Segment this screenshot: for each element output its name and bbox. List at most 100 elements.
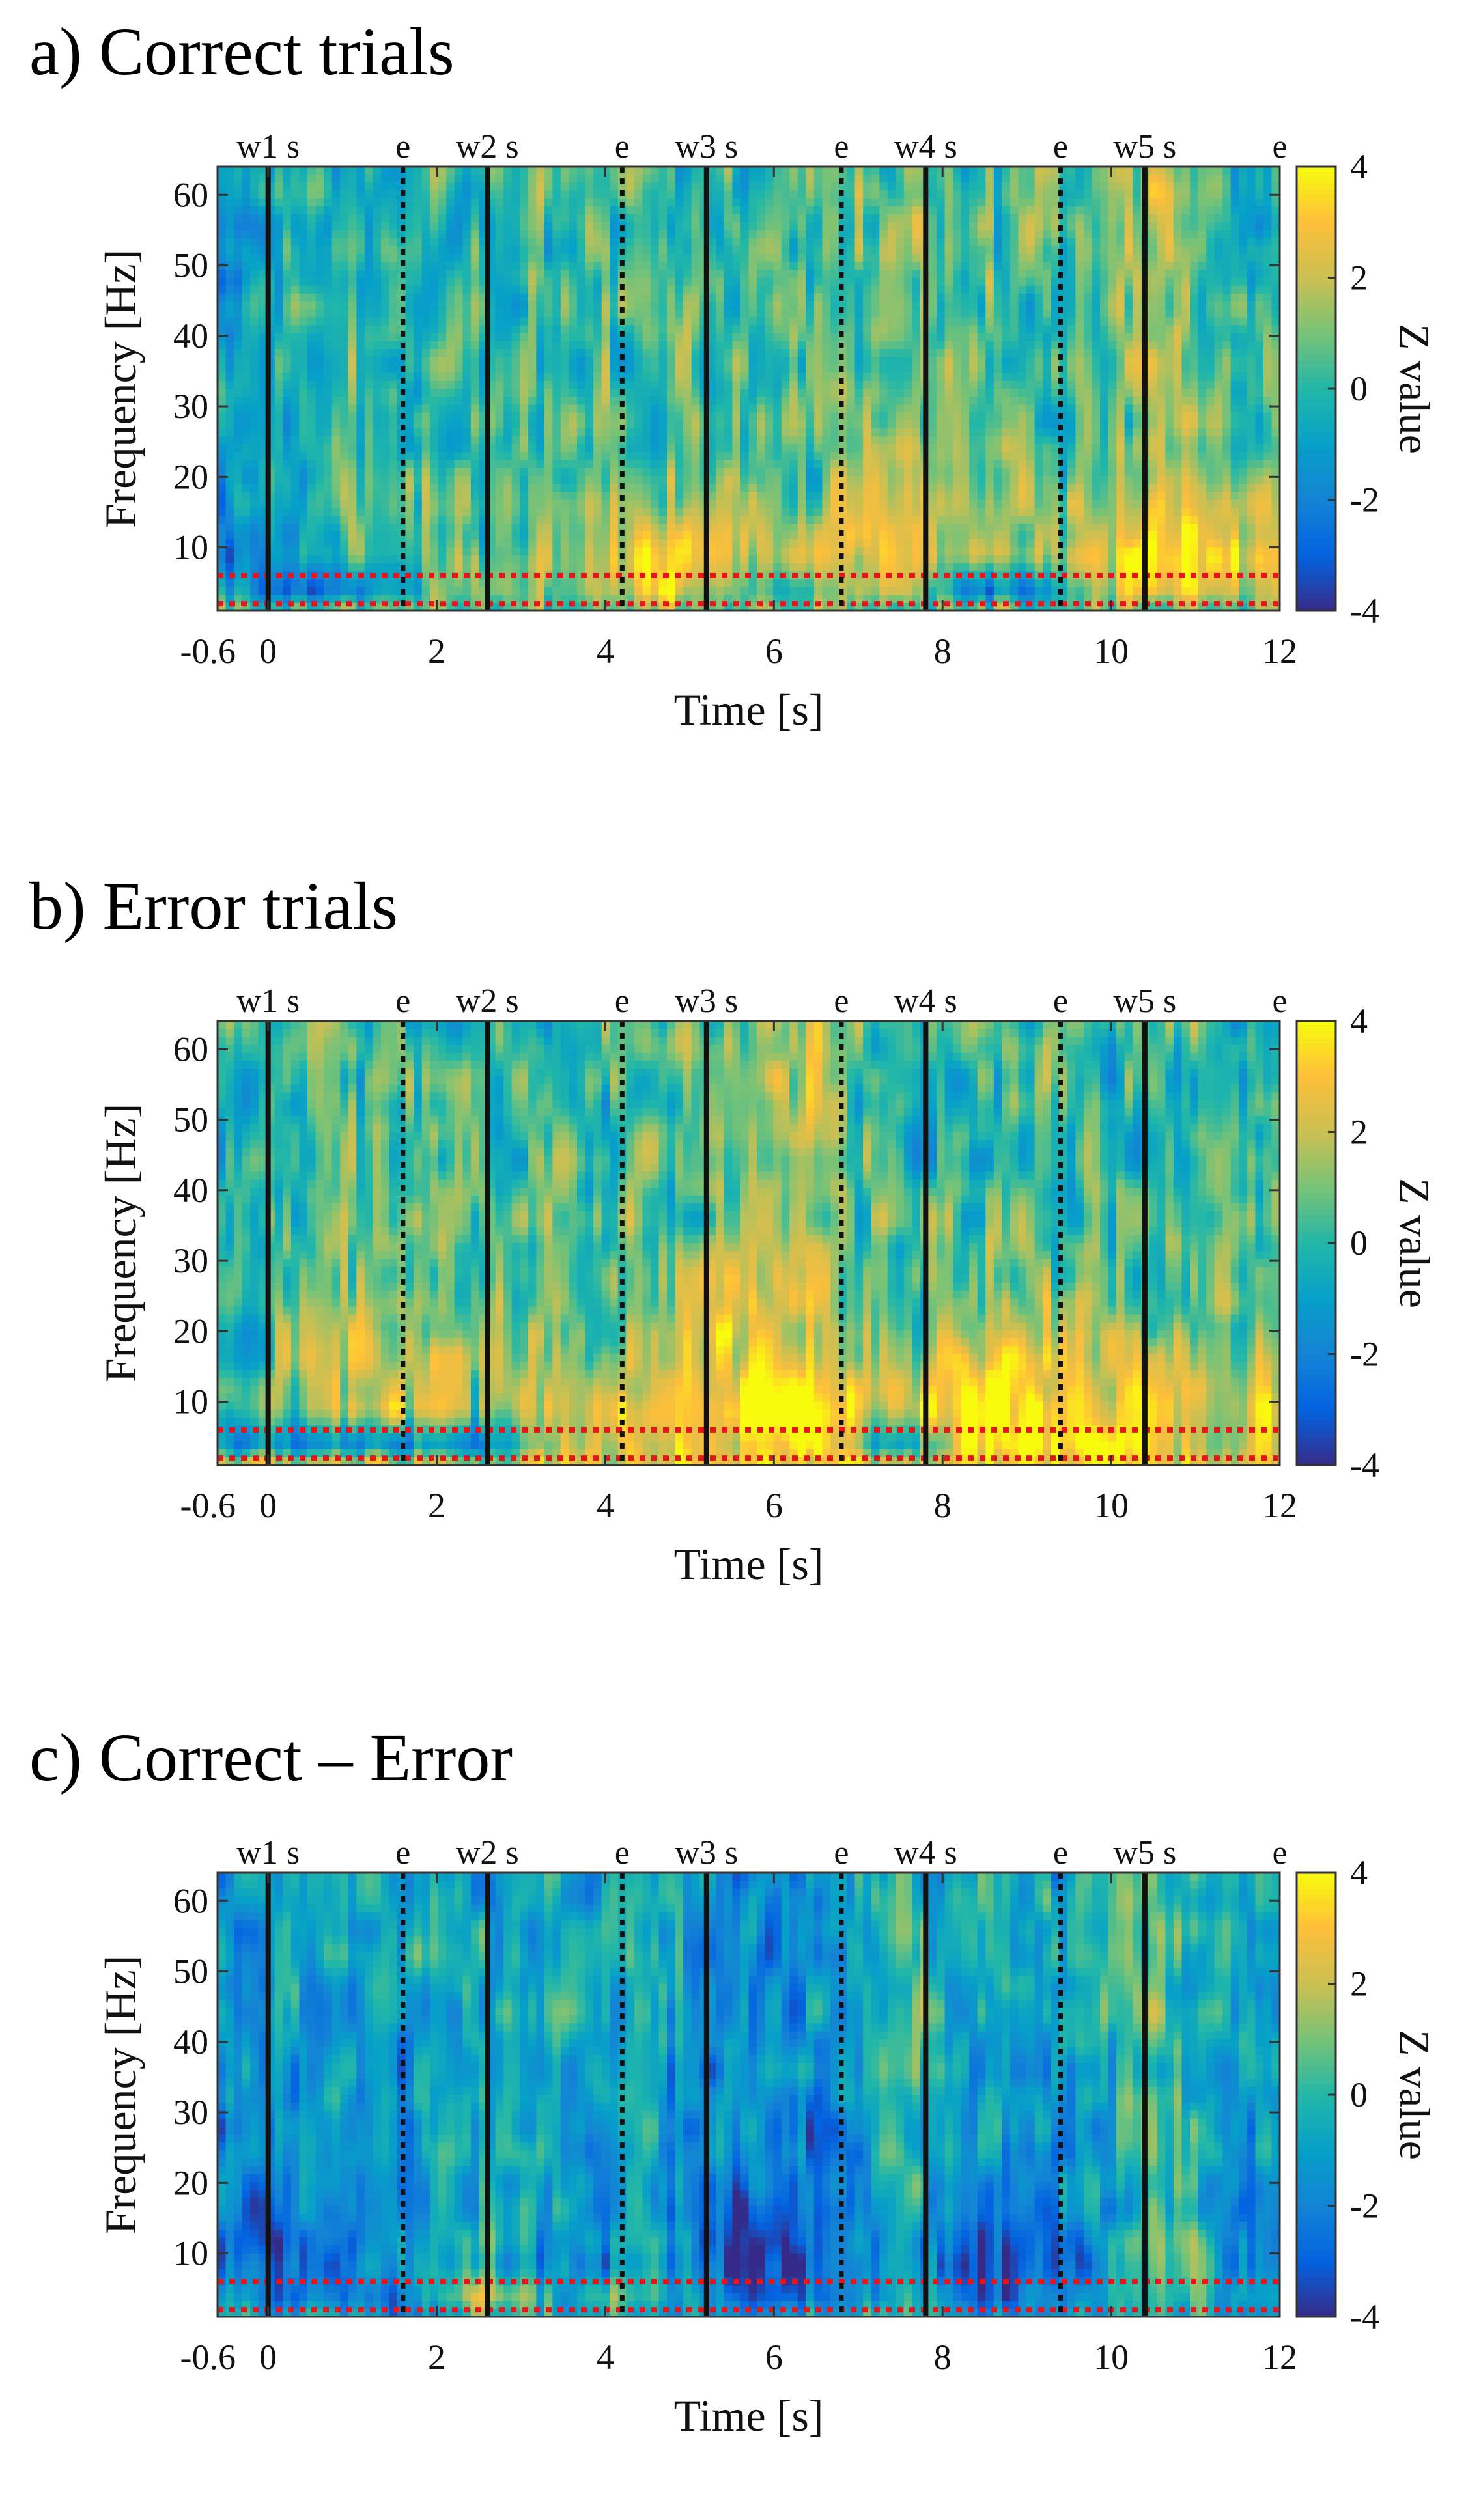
heatmap-cell: [340, 341, 349, 350]
heatmap-cell: [1190, 214, 1199, 223]
heatmap-cell: [331, 206, 341, 215]
heatmap-cell: [414, 293, 423, 302]
heatmap-cell: [928, 460, 937, 469]
heatmap-cell: [691, 214, 700, 223]
heatmap-cell: [1157, 460, 1166, 469]
heatmap-cell: [593, 412, 602, 421]
heatmap-cell: [1230, 420, 1239, 429]
heatmap-cell: [887, 245, 897, 255]
heatmap-cell: [1181, 412, 1191, 421]
heatmap-cell: [299, 372, 308, 382]
heatmap-cell: [299, 389, 308, 397]
heatmap-cell: [520, 317, 529, 326]
heatmap-cell: [560, 420, 570, 429]
heatmap-cell: [1051, 230, 1060, 239]
heatmap-cell: [462, 428, 472, 437]
heatmap-cell: [626, 452, 635, 461]
heatmap-cell: [1108, 436, 1117, 445]
heatmap-cell: [944, 341, 953, 350]
heatmap-cell: [716, 412, 725, 421]
heatmap-cell: [242, 175, 251, 184]
heatmap-cell: [985, 452, 994, 461]
heatmap-cell: [511, 270, 520, 279]
heatmap-cell: [716, 190, 725, 199]
heatmap-cell: [789, 277, 798, 287]
heatmap-cell: [520, 230, 529, 239]
heatmap-cell: [969, 270, 978, 279]
heatmap-cell: [552, 420, 561, 429]
heatmap-cell: [234, 245, 243, 255]
heatmap-cell: [331, 317, 341, 326]
heatmap-cell: [683, 206, 692, 215]
heatmap-cell: [258, 230, 267, 239]
heatmap-cell: [847, 175, 856, 184]
heatmap-cell: [315, 452, 324, 461]
heatmap-cell: [389, 230, 398, 239]
heatmap-cell: [626, 190, 635, 199]
heatmap-cell: [1108, 238, 1117, 247]
heatmap-cell: [765, 293, 774, 302]
heatmap-cell: [1239, 420, 1248, 429]
heatmap-cell: [1222, 389, 1232, 397]
heatmap-cell: [503, 238, 513, 247]
heatmap-cell: [324, 206, 333, 215]
heatmap-cell: [274, 277, 284, 287]
heatmap-cell: [658, 341, 668, 350]
heatmap-cell: [1051, 365, 1060, 374]
heatmap-cell: [520, 372, 529, 382]
heatmap-cell: [495, 214, 504, 223]
heatmap-cell: [626, 270, 635, 279]
heatmap-cell: [470, 198, 480, 207]
heatmap-cell: [528, 238, 537, 247]
heatmap-cell: [1034, 428, 1043, 437]
heatmap-cell: [299, 349, 308, 358]
heatmap-cell: [854, 230, 864, 239]
heatmap-cell: [903, 404, 913, 413]
heatmap-cell: [552, 175, 561, 184]
heatmap-cell: [903, 460, 913, 469]
heatmap-cell: [340, 214, 349, 223]
heatmap-cell: [675, 460, 684, 469]
heatmap-cell: [634, 198, 643, 207]
heatmap-cell: [650, 182, 660, 191]
heatmap-cell: [389, 365, 398, 374]
heatmap-cell: [797, 270, 807, 279]
heatmap-cell: [1034, 389, 1043, 397]
heatmap-cell: [299, 198, 308, 207]
heatmap-cell: [340, 389, 349, 397]
heatmap-cell: [225, 214, 234, 223]
heatmap-cell: [1239, 254, 1248, 262]
heatmap-cell: [544, 468, 554, 477]
heatmap-cell: [511, 325, 520, 334]
heatmap-cell: [634, 460, 643, 469]
heatmap-cell: [887, 420, 897, 429]
heatmap-cell: [601, 222, 610, 231]
heatmap-cell: [1075, 349, 1084, 358]
heatmap-cell: [258, 167, 267, 175]
heatmap-cell: [789, 214, 798, 223]
heatmap-cell: [610, 333, 619, 342]
heatmap-cell: [1124, 444, 1133, 453]
heatmap-cell: [340, 270, 349, 279]
heatmap-cell: [1116, 412, 1125, 421]
heatmap-cell: [691, 301, 700, 310]
heatmap-cell: [1214, 372, 1223, 382]
heatmap-cell: [1271, 436, 1280, 445]
heatmap-cell: [969, 452, 978, 461]
heatmap-cell: [1092, 190, 1101, 199]
heatmap-cell: [446, 389, 455, 397]
heatmap-cell: [421, 167, 430, 175]
heatmap-cell: [503, 357, 513, 366]
heatmap-cell: [405, 460, 414, 469]
heatmap-cell: [528, 277, 537, 287]
heatmap-cell: [765, 452, 774, 461]
heatmap-cell: [552, 349, 561, 358]
heatmap-cell: [1124, 404, 1133, 413]
heatmap-cell: [380, 245, 390, 255]
heatmap-cell: [1239, 325, 1248, 334]
heatmap-cell: [797, 222, 807, 231]
heatmap-cell: [495, 309, 504, 318]
heatmap-cell: [1173, 175, 1183, 184]
heatmap-cell: [356, 357, 365, 366]
heatmap-cell: [797, 245, 807, 255]
